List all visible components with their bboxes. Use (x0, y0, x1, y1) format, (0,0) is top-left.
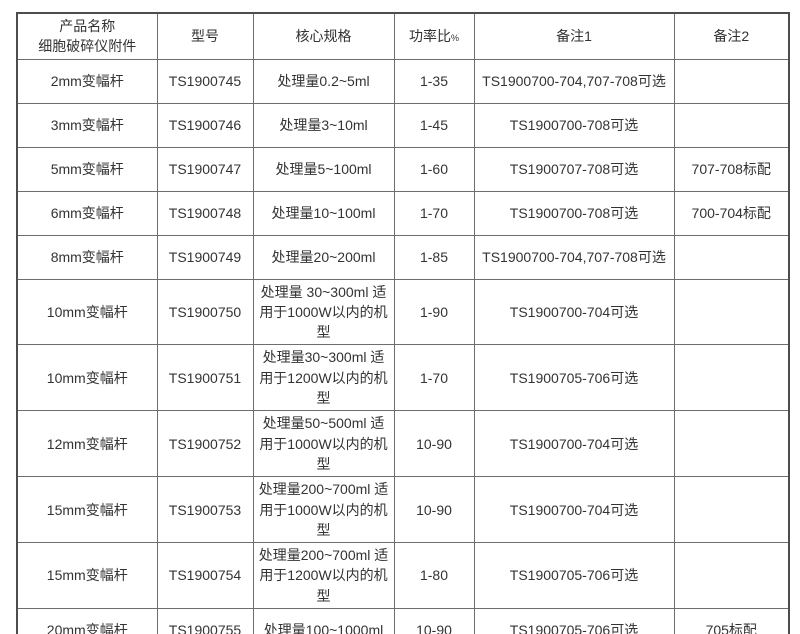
spec-cell: 处理量0.2~5ml (252, 58, 395, 104)
spec-cell: 处理量 30~300ml 适用于1000W以内的机型 (252, 278, 395, 346)
spec-cell: 处理量5~100ml (252, 146, 395, 192)
spec-cell: 处理量200~700ml 适用于1000W以内的机型 (252, 476, 395, 544)
power-ratio-cell: 1-45 (393, 102, 475, 148)
header-row: 产品名称 细胞破碎仪附件 型号 核心规格 功率比% 备注1 备注2 (16, 12, 790, 60)
product-name-cell: 15mm变幅杆 (16, 542, 158, 610)
model-cell: TS1900748 (156, 190, 254, 236)
note2-cell (673, 410, 790, 478)
note1-cell: TS1900700-704可选 (473, 476, 675, 544)
model-cell: TS1900755 (156, 608, 254, 634)
table-row: 3mm变幅杆 TS1900746 处理量3~10ml 1-45 TS1900700-70… (16, 102, 790, 148)
product-name-cell: 12mm变幅杆 (16, 410, 158, 478)
table-row: 15mm变幅杆 TS1900753 处理量200~700ml 适用于1000W以内的… (16, 476, 790, 544)
header-core-spec: 核心规格 (252, 12, 395, 60)
power-ratio-cell: 10-90 (393, 608, 475, 634)
header-note2: 备注2 (673, 12, 790, 60)
table-row: 10mm变幅杆 TS1900750 处理量 30~300ml 适用于1000W以内的… (16, 278, 790, 346)
spec-cell: 处理量3~10ml (252, 102, 395, 148)
table-row: 10mm变幅杆 TS1900751 处理量30~300ml 适用于1200W以内的机… (16, 344, 790, 412)
note1-cell: TS1900700-704,707-708可选 (473, 234, 675, 280)
product-name-cell: 15mm变幅杆 (16, 476, 158, 544)
note2-cell (673, 234, 790, 280)
power-ratio-cell: 1-35 (393, 58, 475, 104)
power-ratio-cell: 10-90 (393, 476, 475, 544)
product-name-cell: 20mm变幅杆 (16, 608, 158, 634)
note1-cell: TS1900700-708可选 (473, 190, 675, 236)
power-ratio-cell: 10-90 (393, 410, 475, 478)
spec-cell: 处理量10~100ml (252, 190, 395, 236)
product-name-cell: 10mm变幅杆 (16, 278, 158, 346)
model-cell: TS1900746 (156, 102, 254, 148)
note2-cell: 705标配 (673, 608, 790, 634)
power-ratio-cell: 1-70 (393, 344, 475, 412)
table-row: 15mm变幅杆 TS1900754 处理量200~700ml 适用于1200W以内的… (16, 542, 790, 610)
power-ratio-cell: 1-90 (393, 278, 475, 346)
header-power-ratio-unit: % (450, 33, 459, 44)
product-name-cell: 3mm变幅杆 (16, 102, 158, 148)
power-ratio-cell: 1-70 (393, 190, 475, 236)
model-cell: TS1900753 (156, 476, 254, 544)
header-product-name: 产品名称 细胞破碎仪附件 (16, 12, 158, 60)
note2-cell (673, 476, 790, 544)
product-name-cell: 6mm变幅杆 (16, 190, 158, 236)
table-row: 8mm变幅杆 TS1900749 处理量20~200ml 1-85 TS1900700-… (16, 234, 790, 280)
spec-cell: 处理量20~200ml (252, 234, 395, 280)
note1-cell: TS1900705-706可选 (473, 542, 675, 610)
model-cell: TS1900754 (156, 542, 254, 610)
table-row: 20mm变幅杆 TS1900755 处理量100~1000ml 10-90 TS1900… (16, 608, 790, 634)
note1-cell: TS1900700-704,707-708可选 (473, 58, 675, 104)
product-name-cell: 2mm变幅杆 (16, 58, 158, 104)
spec-cell: 处理量30~300ml 适用于1200W以内的机型 (252, 344, 395, 412)
table-row: 2mm变幅杆 TS1900745 处理量0.2~5ml 1-35 TS1900700-7… (16, 58, 790, 104)
note2-cell (673, 102, 790, 148)
header-product-name-line1: 产品名称 (59, 18, 116, 34)
model-cell: TS1900749 (156, 234, 254, 280)
note2-cell (673, 344, 790, 412)
note2-cell (673, 58, 790, 104)
spec-cell: 处理量200~700ml 适用于1200W以内的机型 (252, 542, 395, 610)
header-note1: 备注1 (473, 12, 675, 60)
power-ratio-cell: 1-80 (393, 542, 475, 610)
note1-cell: TS1900705-706可选 (473, 608, 675, 634)
note1-cell: TS1900700-704可选 (473, 410, 675, 478)
product-spec-table: 产品名称 细胞破碎仪附件 型号 核心规格 功率比% 备注1 备注2 2mm变幅杆… (16, 12, 790, 634)
product-name-cell: 8mm变幅杆 (16, 234, 158, 280)
model-cell: TS1900750 (156, 278, 254, 346)
spec-cell: 处理量50~500ml 适用于1000W以内的机型 (252, 410, 395, 478)
note2-cell (673, 278, 790, 346)
header-power-ratio: 功率比% (393, 12, 475, 60)
product-name-cell: 5mm变幅杆 (16, 146, 158, 192)
model-cell: TS1900745 (156, 58, 254, 104)
note2-cell: 707-708标配 (673, 146, 790, 192)
product-name-cell: 10mm变幅杆 (16, 344, 158, 412)
note2-cell (673, 542, 790, 610)
header-power-ratio-label: 功率比 (408, 28, 451, 45)
model-cell: TS1900751 (156, 344, 254, 412)
table-row: 6mm变幅杆 TS1900748 处理量10~100ml 1-70 TS1900700-… (16, 190, 790, 236)
power-ratio-cell: 1-85 (393, 234, 475, 280)
note1-cell: TS1900700-704可选 (473, 278, 675, 346)
power-ratio-cell: 1-60 (393, 146, 475, 192)
header-product-name-line2: 细胞破碎仪附件 (38, 38, 137, 55)
spec-cell: 处理量100~1000ml (252, 608, 395, 634)
note2-cell: 700-704标配 (673, 190, 790, 236)
table-row: 12mm变幅杆 TS1900752 处理量50~500ml 适用于1000W以内的机… (16, 410, 790, 478)
model-cell: TS1900747 (156, 146, 254, 192)
header-model: 型号 (156, 12, 254, 60)
note1-cell: TS1900705-706可选 (473, 344, 675, 412)
model-cell: TS1900752 (156, 410, 254, 478)
note1-cell: TS1900707-708可选 (473, 146, 675, 192)
table-row: 5mm变幅杆 TS1900747 处理量5~100ml 1-60 TS1900707-7… (16, 146, 790, 192)
note1-cell: TS1900700-708可选 (473, 102, 675, 148)
